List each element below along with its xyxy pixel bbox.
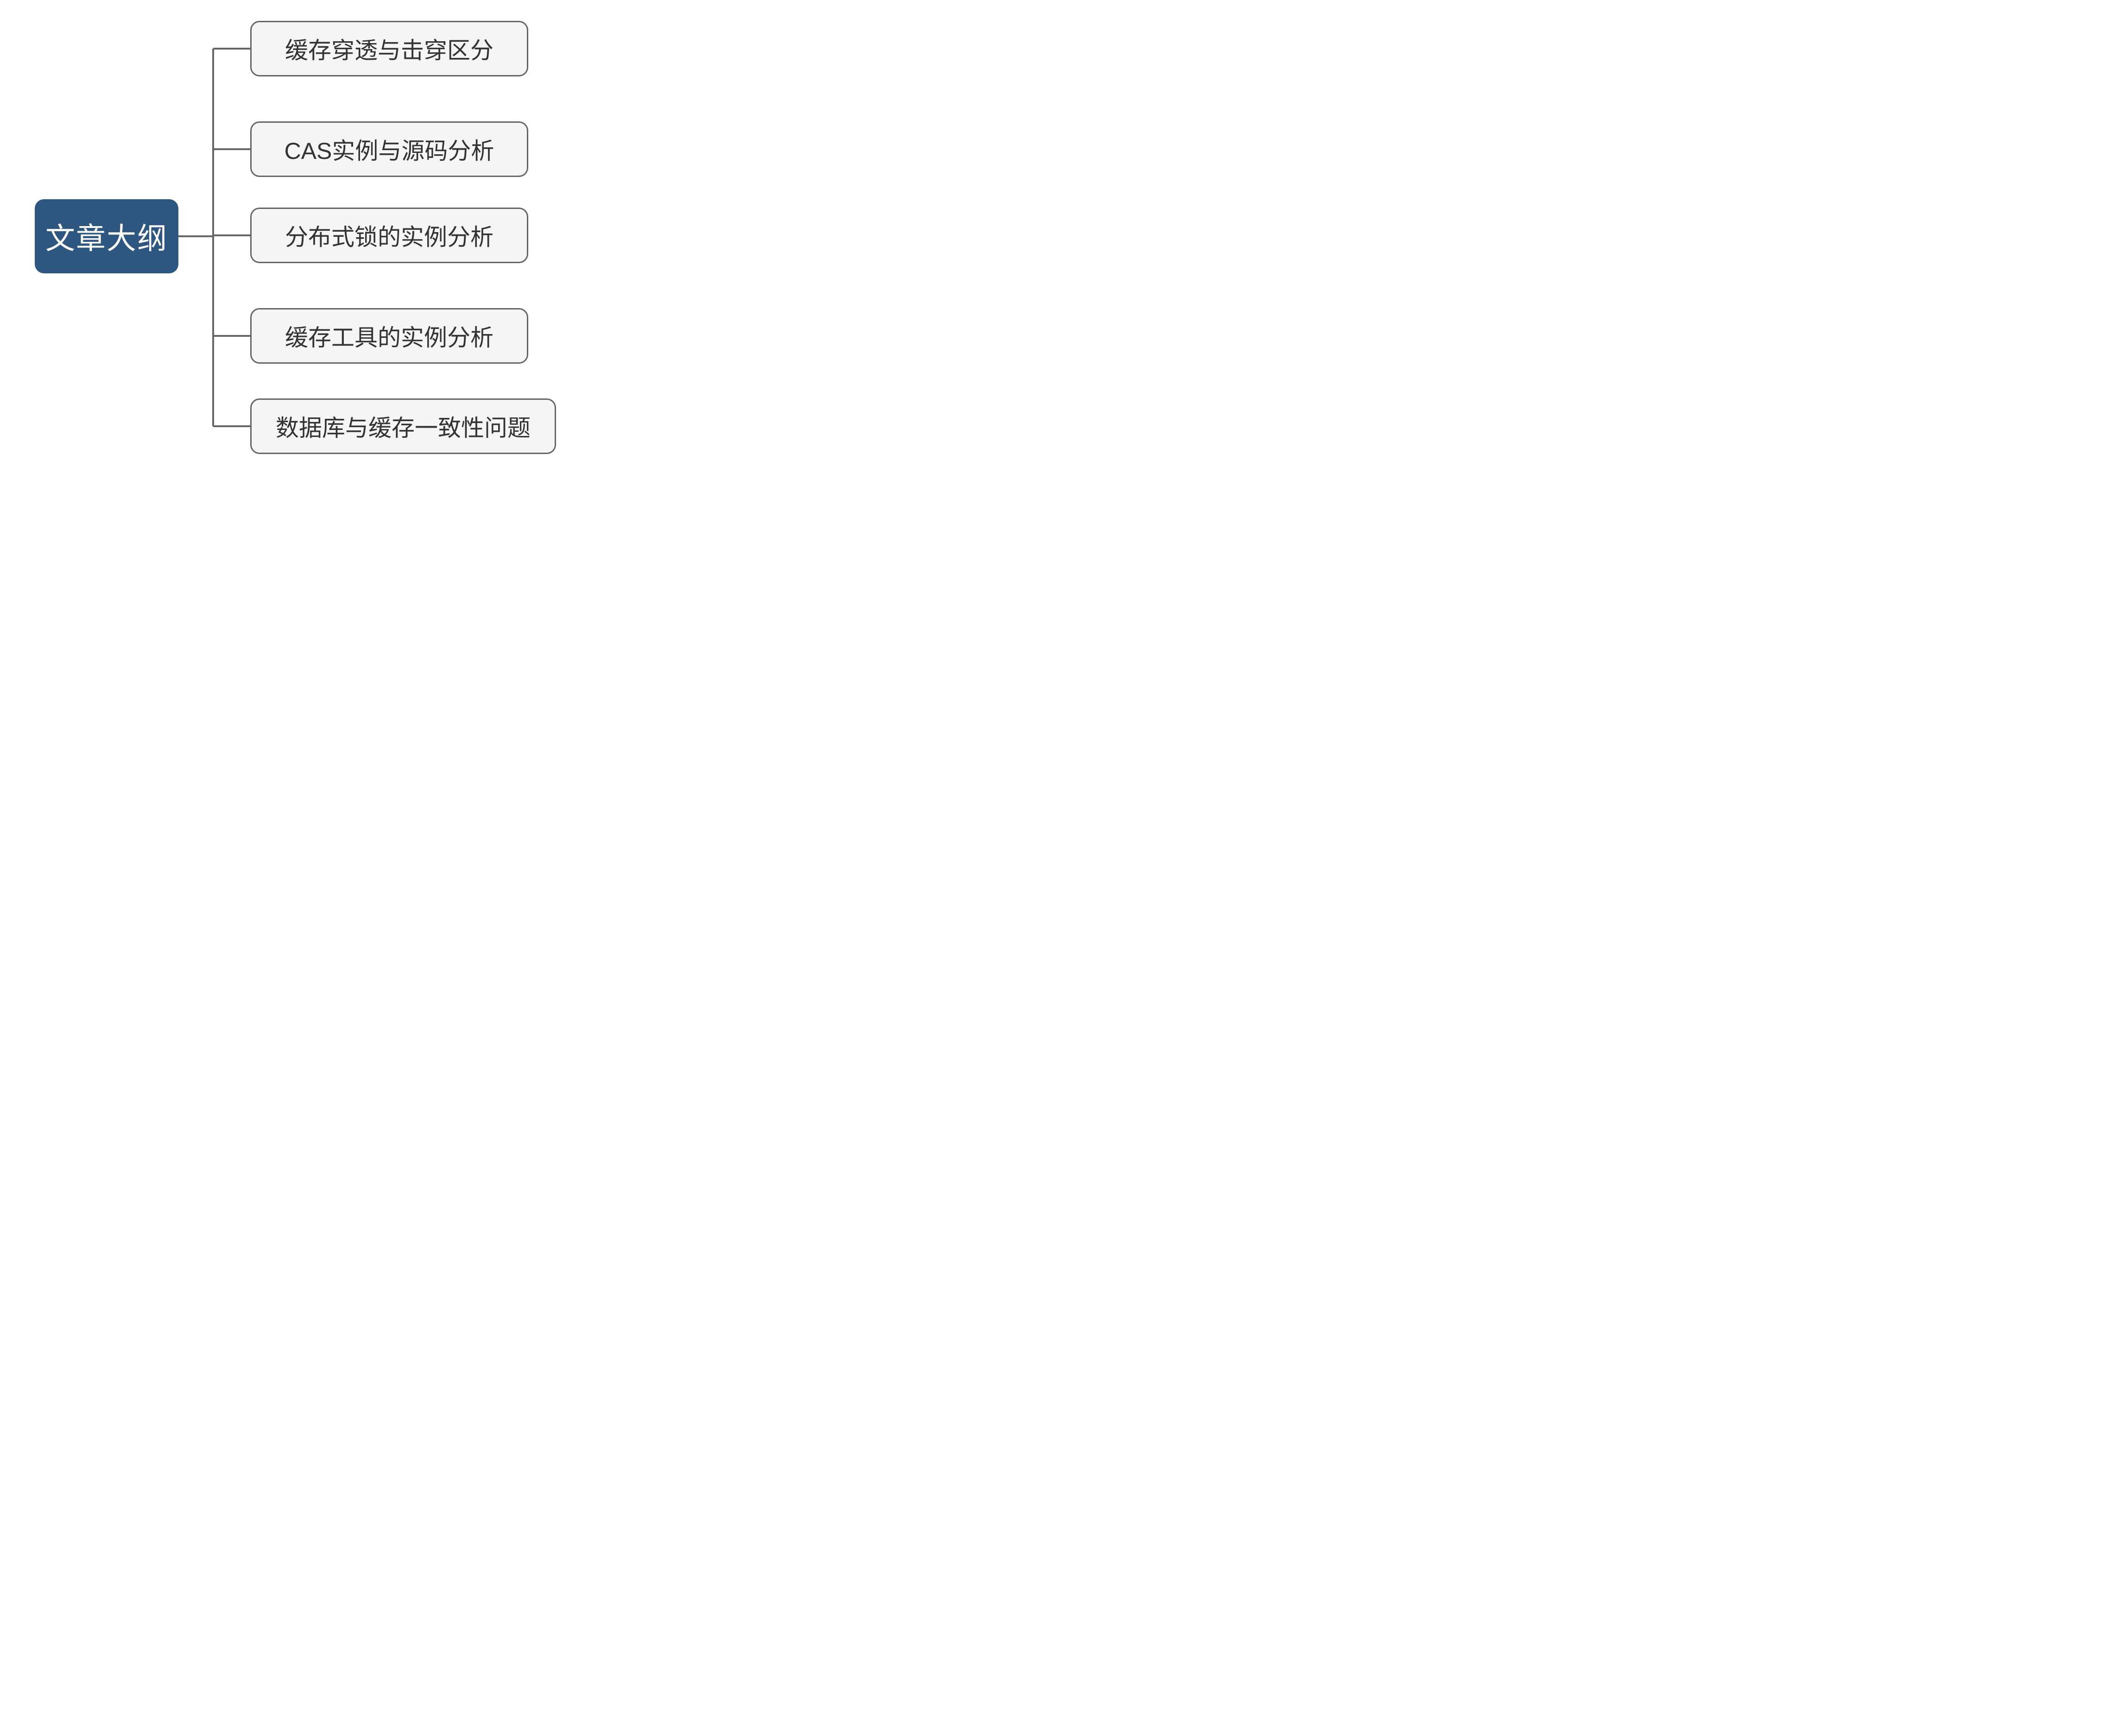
child-label-1: CAS实例与源码分析 <box>285 133 494 166</box>
root-node: 文章大纲 <box>35 199 178 273</box>
child-label-2: 分布式锁的实例分析 <box>285 219 493 252</box>
child-label-3: 缓存工具的实例分析 <box>285 319 493 353</box>
child-node-2: 分布式锁的实例分析 <box>250 208 528 263</box>
child-node-1: CAS实例与源码分析 <box>250 121 528 177</box>
child-label-4: 数据库与缓存一致性问题 <box>276 410 531 443</box>
child-node-3: 缓存工具的实例分析 <box>250 308 528 364</box>
root-label: 文章大纲 <box>45 215 168 258</box>
child-node-0: 缓存穿透与击穿区分 <box>250 21 528 76</box>
child-node-4: 数据库与缓存一致性问题 <box>250 398 556 454</box>
child-label-0: 缓存穿透与击穿区分 <box>285 32 493 65</box>
